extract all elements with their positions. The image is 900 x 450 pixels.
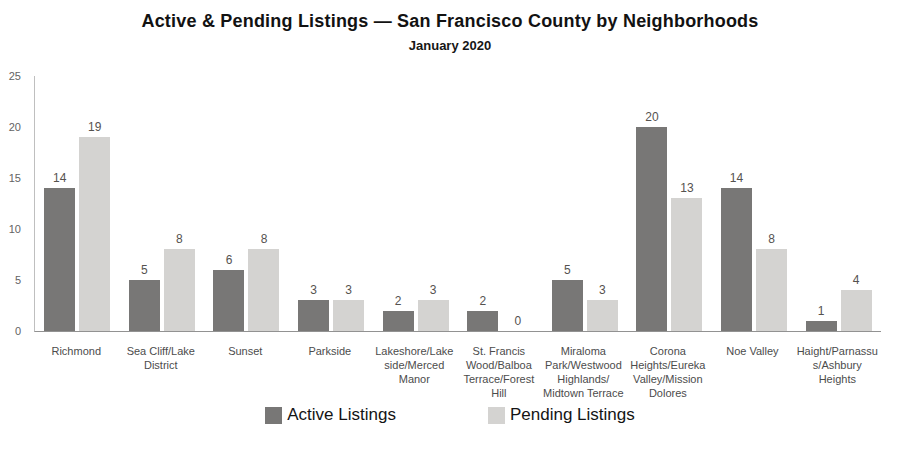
bar-value-label: 14	[53, 172, 66, 185]
bar-column: 3	[587, 284, 618, 331]
y-tick-label: 10	[9, 223, 21, 235]
bar-pending-listings[interactable]	[79, 137, 110, 331]
legend-label: Pending Listings	[510, 405, 635, 425]
y-tick-label: 15	[9, 172, 21, 184]
bar-value-label: 3	[430, 284, 437, 297]
bar-active-listings[interactable]	[806, 321, 837, 331]
bar-column: 20	[636, 111, 667, 331]
bar-value-label: 8	[261, 233, 268, 246]
bar-value-label: 3	[310, 284, 317, 297]
bar-column: 5	[552, 264, 583, 331]
legend-label: Active Listings	[287, 405, 396, 425]
chart-title: Active & Pending Listings — San Francisc…	[0, 11, 900, 32]
bar-active-listings[interactable]	[636, 127, 667, 331]
bar-pending-listings[interactable]	[587, 300, 618, 331]
bar-pending-listings[interactable]	[164, 249, 195, 331]
legend-swatch-icon	[265, 407, 282, 424]
bar-column: 4	[841, 274, 872, 331]
plot-area: 1419586833232053201314814	[34, 76, 881, 332]
bar-column: 3	[298, 284, 329, 331]
bar-column: 8	[164, 233, 195, 331]
x-axis-label: Corona Heights/Eureka Valley/Mission Dol…	[626, 344, 711, 400]
bar-value-label: 8	[768, 233, 775, 246]
bar-pending-listings[interactable]	[333, 300, 364, 331]
x-axis-label: Noe Valley	[710, 344, 795, 400]
bar-value-label: 4	[853, 274, 860, 287]
y-axis-ticks: 0510152025	[0, 76, 28, 331]
bar-active-listings[interactable]	[213, 270, 244, 331]
x-axis-label: Sunset	[203, 344, 288, 400]
bar-column: 0	[502, 315, 533, 331]
bar-pending-listings[interactable]	[756, 249, 787, 331]
bar-active-listings[interactable]	[383, 311, 414, 331]
bar-value-label: 5	[141, 264, 148, 277]
bar-group: 2013	[627, 76, 712, 331]
bar-column: 14	[721, 172, 752, 331]
legend-item-active-listings[interactable]: Active Listings	[265, 405, 396, 425]
bar-column: 19	[79, 121, 110, 331]
y-tick-label: 25	[9, 70, 21, 82]
bar-column: 5	[129, 264, 160, 331]
bar-value-label: 3	[599, 284, 606, 297]
bar-column: 13	[671, 182, 702, 331]
bar-active-listings[interactable]	[721, 188, 752, 331]
bar-column: 3	[418, 284, 449, 331]
bar-column: 6	[213, 254, 244, 331]
bar-groups: 1419586833232053201314814	[35, 76, 881, 331]
x-axis-label: Lakeshore/Lake side/Merced Manor	[372, 344, 457, 400]
y-tick-label: 5	[15, 274, 21, 286]
bar-value-label: 19	[88, 121, 101, 134]
x-axis-label: St. Francis Wood/Balboa Terrace/Forest H…	[457, 344, 542, 400]
x-axis-label: Richmond	[34, 344, 119, 400]
bar-active-listings[interactable]	[552, 280, 583, 331]
bar-pending-listings[interactable]	[841, 290, 872, 331]
bar-value-label: 8	[176, 233, 183, 246]
bar-column: 14	[44, 172, 75, 331]
bar-group: 68	[204, 76, 289, 331]
bar-column: 8	[756, 233, 787, 331]
bar-value-label: 13	[680, 182, 693, 195]
bar-group: 58	[120, 76, 205, 331]
bar-column: 2	[383, 295, 414, 331]
y-tick-label: 0	[15, 325, 21, 337]
bar-group: 20	[458, 76, 543, 331]
chart-canvas: Active & Pending Listings — San Francisc…	[0, 0, 900, 450]
bar-value-label: 3	[345, 284, 352, 297]
bar-active-listings[interactable]	[298, 300, 329, 331]
bar-column: 8	[248, 233, 279, 331]
bar-value-label: 2	[395, 295, 402, 308]
chart-subtitle: January 2020	[0, 38, 900, 53]
x-axis-label: Miraloma Park/Westwood Highlands/ Midtow…	[541, 344, 626, 400]
bar-value-label: 14	[730, 172, 743, 185]
bar-group: 53	[543, 76, 628, 331]
x-axis-label: Haight/Parnassu s/Ashbury Heights	[795, 344, 880, 400]
bar-group: 14 19	[35, 76, 120, 331]
bar-pending-listings[interactable]	[671, 198, 702, 331]
bar-value-label: 20	[645, 111, 658, 124]
bar-group: 14	[796, 76, 881, 331]
legend-item-pending-listings[interactable]: Pending Listings	[488, 405, 635, 425]
x-axis-label: Parkside	[288, 344, 373, 400]
bar-group: 23	[373, 76, 458, 331]
legend: Active Listings Pending Listings	[0, 405, 900, 425]
bar-value-label: 6	[226, 254, 233, 267]
bar-value-label: 1	[818, 305, 825, 318]
bar-active-listings[interactable]	[467, 311, 498, 331]
y-tick-label: 20	[9, 121, 21, 133]
bar-value-label: 5	[564, 264, 571, 277]
bar-column: 3	[333, 284, 364, 331]
legend-swatch-icon	[488, 407, 505, 424]
bar-value-label: 2	[479, 295, 486, 308]
bar-column: 2	[467, 295, 498, 331]
bar-pending-listings[interactable]	[418, 300, 449, 331]
bar-column: 1	[806, 305, 837, 331]
bar-group: 33	[289, 76, 374, 331]
bar-value-label: 0	[514, 315, 521, 328]
x-axis-label: Sea Cliff/Lake District	[119, 344, 204, 400]
bar-active-listings[interactable]	[129, 280, 160, 331]
bar-group: 14 8	[712, 76, 797, 331]
x-axis-labels: RichmondSea Cliff/Lake DistrictSunsetPar…	[34, 344, 880, 400]
bar-active-listings[interactable]	[44, 188, 75, 331]
bar-pending-listings[interactable]	[248, 249, 279, 331]
